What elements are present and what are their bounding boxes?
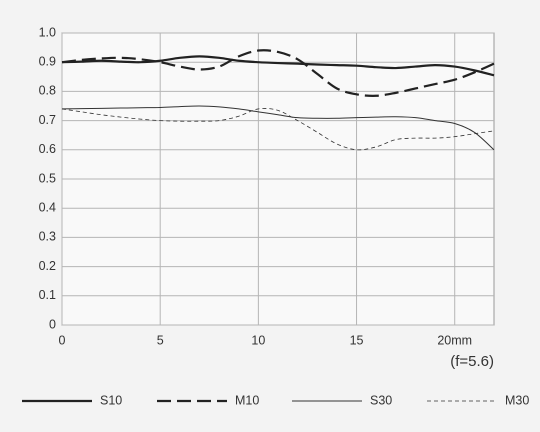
data-line — [61, 49, 495, 97]
y-tick-label: 0.4 — [39, 200, 56, 214]
x-tick-label: 15 — [350, 333, 364, 347]
data-line — [61, 105, 495, 151]
legend-label: S10 — [100, 393, 122, 407]
y-tick-label: 1.0 — [39, 25, 56, 39]
x-tick-label: 20mm — [437, 333, 472, 347]
legend-label: M10 — [235, 393, 259, 407]
y-tick-label: 0 — [49, 317, 56, 331]
y-tick-label: 0.7 — [39, 113, 56, 127]
x-tick-label: 0 — [59, 333, 66, 347]
annotation: (f=5.6) — [450, 353, 494, 370]
y-tick-label: 0.1 — [39, 288, 56, 302]
legend-label: M30 — [505, 393, 529, 407]
data-line — [61, 55, 495, 77]
legend-label: S30 — [370, 393, 392, 407]
x-tick-label: 10 — [251, 333, 265, 347]
data-line — [61, 108, 495, 151]
x-tick-label: 5 — [157, 333, 164, 347]
y-tick-label: 0.8 — [39, 84, 56, 98]
y-tick-label: 0.9 — [39, 54, 56, 68]
y-tick-label: 0.3 — [39, 230, 56, 244]
y-tick-label: 0.5 — [39, 171, 56, 185]
y-tick-label: 0.2 — [39, 259, 56, 273]
y-tick-label: 0.6 — [39, 142, 56, 156]
